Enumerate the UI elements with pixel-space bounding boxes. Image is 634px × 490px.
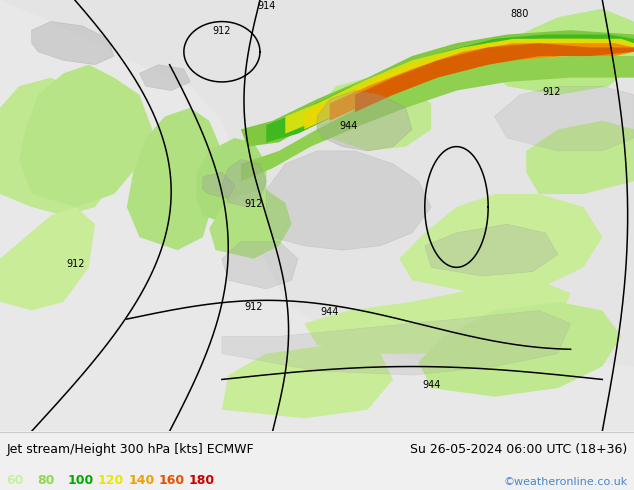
Text: 120: 120	[98, 474, 124, 487]
Polygon shape	[399, 194, 602, 293]
Text: 914: 914	[257, 0, 275, 11]
Text: 912: 912	[212, 26, 231, 36]
Text: 60: 60	[6, 474, 23, 487]
Polygon shape	[330, 43, 634, 121]
Polygon shape	[127, 108, 222, 250]
Text: 912: 912	[244, 302, 263, 313]
Text: Jet stream/Height 300 hPa [kts] ECMWF: Jet stream/Height 300 hPa [kts] ECMWF	[6, 443, 254, 456]
Polygon shape	[266, 151, 431, 250]
Polygon shape	[304, 39, 634, 129]
Polygon shape	[0, 77, 127, 216]
Text: 140: 140	[128, 474, 154, 487]
Polygon shape	[266, 34, 634, 142]
Polygon shape	[355, 43, 634, 112]
Polygon shape	[0, 207, 95, 311]
Text: 912: 912	[542, 87, 561, 97]
Polygon shape	[241, 56, 634, 181]
Text: ©weatheronline.co.uk: ©weatheronline.co.uk	[503, 477, 628, 487]
Text: 80: 80	[37, 474, 54, 487]
Text: 912: 912	[244, 199, 263, 209]
Polygon shape	[0, 0, 634, 431]
Polygon shape	[425, 224, 558, 276]
Text: 944: 944	[340, 122, 358, 131]
Text: 100: 100	[67, 474, 93, 487]
Polygon shape	[222, 311, 571, 375]
Polygon shape	[32, 22, 114, 65]
Polygon shape	[495, 9, 634, 95]
Polygon shape	[317, 77, 431, 151]
Polygon shape	[19, 65, 152, 207]
Text: Su 26-05-2024 06:00 UTC (18+36): Su 26-05-2024 06:00 UTC (18+36)	[410, 443, 628, 456]
Polygon shape	[203, 172, 235, 198]
Polygon shape	[197, 138, 266, 224]
Polygon shape	[285, 39, 634, 134]
Polygon shape	[418, 302, 621, 397]
Polygon shape	[222, 160, 266, 207]
Polygon shape	[139, 65, 190, 91]
Text: 944: 944	[321, 307, 339, 317]
Text: 944: 944	[422, 380, 440, 390]
Polygon shape	[495, 86, 634, 151]
Polygon shape	[0, 0, 634, 431]
Polygon shape	[317, 91, 412, 151]
Polygon shape	[241, 30, 634, 147]
Text: 160: 160	[158, 474, 184, 487]
Polygon shape	[222, 345, 393, 418]
Polygon shape	[209, 190, 292, 259]
Text: 912: 912	[67, 259, 86, 270]
Text: 180: 180	[189, 474, 215, 487]
Polygon shape	[526, 121, 634, 194]
Polygon shape	[222, 242, 298, 289]
Polygon shape	[304, 280, 571, 354]
Text: 880: 880	[511, 9, 529, 19]
